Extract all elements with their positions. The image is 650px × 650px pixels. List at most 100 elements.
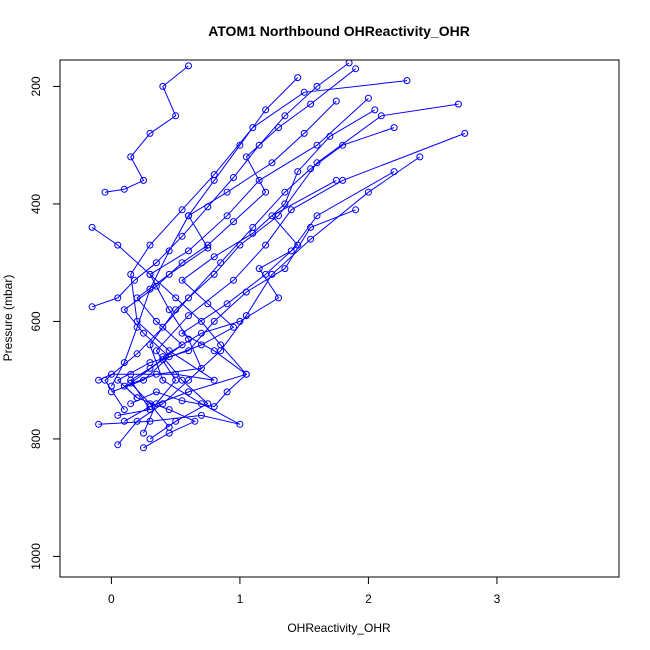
data-point [242, 153, 250, 161]
series-10 [101, 62, 192, 196]
data-point [377, 112, 385, 120]
data-point [191, 417, 199, 425]
data-point [185, 62, 192, 70]
data-point [210, 317, 218, 325]
data-point [165, 270, 173, 278]
data-point [204, 244, 212, 252]
y-tick-label: 600 [29, 311, 43, 331]
data-point [152, 370, 160, 378]
data-point [249, 229, 257, 237]
series-line [149, 171, 395, 440]
data-point [178, 397, 186, 405]
data-point [185, 212, 192, 220]
data-point [307, 100, 315, 108]
data-point [146, 341, 154, 349]
series-line [91, 226, 248, 422]
data-point [140, 176, 147, 184]
series-9 [88, 223, 250, 425]
data-point [159, 400, 167, 408]
data-point [255, 265, 263, 273]
data-point [185, 388, 192, 396]
data-point [146, 417, 154, 425]
data-point [223, 388, 231, 396]
data-point [236, 317, 244, 325]
data-point [146, 400, 154, 408]
data-point [140, 429, 147, 437]
data-point [146, 129, 154, 137]
data-point [313, 141, 321, 149]
data-point [120, 185, 128, 193]
data-point [352, 65, 360, 73]
data-point [146, 359, 154, 367]
data-point [185, 247, 192, 255]
data-point [146, 270, 154, 278]
data-point [197, 317, 205, 325]
data-point [172, 417, 180, 425]
data-point [281, 200, 289, 208]
data-point [326, 132, 334, 140]
data-point [217, 259, 225, 267]
series-line [123, 97, 369, 399]
series-line [130, 179, 337, 408]
data-point [364, 188, 372, 196]
data-point [223, 188, 231, 196]
data-point [242, 288, 250, 296]
series-line [104, 127, 395, 410]
data-point [262, 270, 270, 278]
y-axis-label: Pressure (mbar) [1, 275, 15, 362]
data-point [339, 141, 347, 149]
series-14 [114, 97, 340, 419]
data-point [223, 212, 231, 220]
data-point [223, 300, 231, 308]
data-point [236, 420, 244, 428]
y-axis: 200 400 600 800 1000 [29, 76, 61, 570]
data-point [165, 406, 173, 414]
data-point [107, 388, 115, 396]
data-point [416, 153, 424, 161]
data-point [127, 400, 135, 408]
y-tick-label: 400 [29, 194, 43, 214]
data-point [345, 60, 353, 67]
data-point [204, 300, 212, 308]
data-point [133, 394, 141, 402]
data-point [300, 88, 308, 96]
data-point [262, 106, 270, 114]
data-point [230, 323, 237, 331]
y-tick-label: 800 [29, 429, 43, 449]
data-point [114, 376, 122, 384]
data-point [352, 206, 360, 214]
data-point [165, 423, 173, 431]
data-point [152, 317, 160, 325]
series-12 [107, 65, 360, 396]
data-point [101, 188, 109, 196]
data-point [275, 294, 282, 302]
data-point [390, 168, 398, 176]
data-point [146, 435, 154, 443]
data-point [268, 212, 276, 220]
data-point [172, 112, 180, 120]
data-point [236, 241, 244, 249]
data-point [88, 223, 96, 231]
data-point [178, 341, 186, 349]
data-point [210, 253, 218, 261]
data-point [185, 294, 192, 302]
data-point [281, 112, 289, 120]
data-point [210, 171, 218, 179]
data-point [287, 206, 295, 214]
data-point [95, 420, 103, 428]
series-3 [101, 124, 398, 414]
data-point [210, 347, 218, 355]
data-point [210, 403, 218, 411]
data-point [178, 329, 186, 337]
data-point [114, 241, 122, 249]
data-point [140, 376, 147, 384]
series-line [117, 100, 337, 416]
data-point [127, 153, 135, 161]
data-point [230, 174, 237, 181]
data-point [230, 276, 237, 284]
series-layer [88, 60, 469, 452]
data-point [146, 241, 154, 249]
data-point [159, 82, 167, 90]
data-point [152, 388, 160, 396]
